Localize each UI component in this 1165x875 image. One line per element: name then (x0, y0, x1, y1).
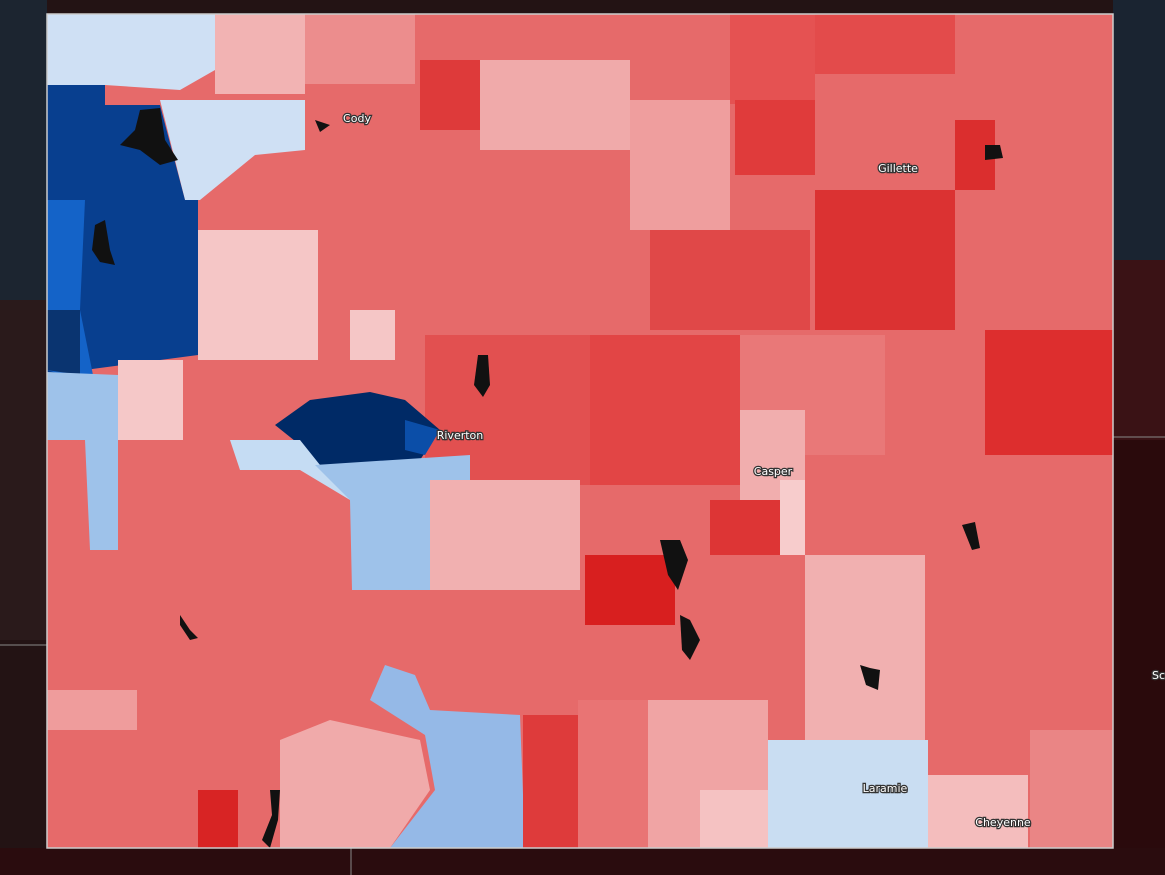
city-label: Sc (1152, 669, 1165, 682)
city-label: Laramie (863, 782, 908, 795)
city-label: Riverton (437, 429, 484, 442)
city-label: Cody (343, 112, 371, 125)
city-labels: Cody Gillette Riverton Casper Laramie Ch… (342, 111, 1165, 831)
city-label: Cheyenne (975, 816, 1031, 829)
city-label: Casper (754, 465, 793, 478)
water-bodies (92, 108, 1003, 848)
precincts (47, 14, 1113, 848)
city-label: Gillette (878, 162, 918, 175)
state-border (46, 13, 1114, 849)
